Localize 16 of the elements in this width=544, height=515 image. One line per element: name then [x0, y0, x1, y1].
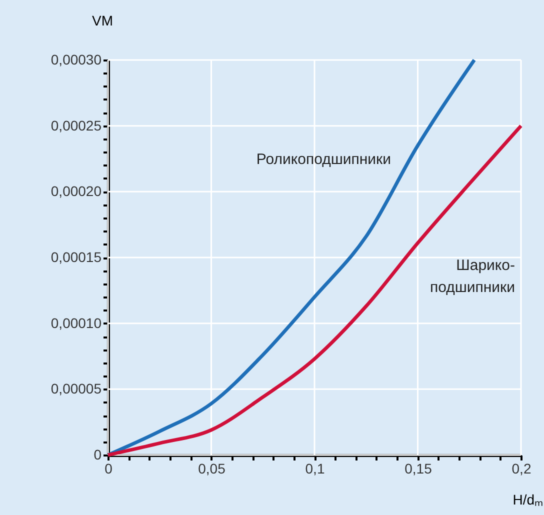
- y-tick-label: 0: [94, 446, 102, 462]
- x-tick-label: 0,1: [305, 460, 325, 476]
- x-tick-label: 0: [104, 460, 113, 476]
- y-tick-label: 0,00030: [50, 52, 102, 68]
- x-tick-label: 0,05: [198, 460, 226, 476]
- series-label: Шарико- подшипники: [430, 257, 515, 296]
- series-label: Роликоподшипники: [256, 151, 391, 168]
- y-tick-label: 0,00020: [50, 183, 102, 200]
- y-tick-label: 0,00005: [50, 380, 102, 397]
- y-tick-label: 0,00010: [50, 314, 102, 331]
- x-tick-label: 0,15: [404, 460, 432, 476]
- y-tick-label: 0,00025: [50, 117, 102, 134]
- x-axis-title: H/dₘ: [512, 492, 544, 508]
- y-axis-title: VM: [92, 12, 113, 28]
- x-tick-label: 0,2: [512, 460, 532, 476]
- y-tick-label: 0,00015: [50, 249, 102, 265]
